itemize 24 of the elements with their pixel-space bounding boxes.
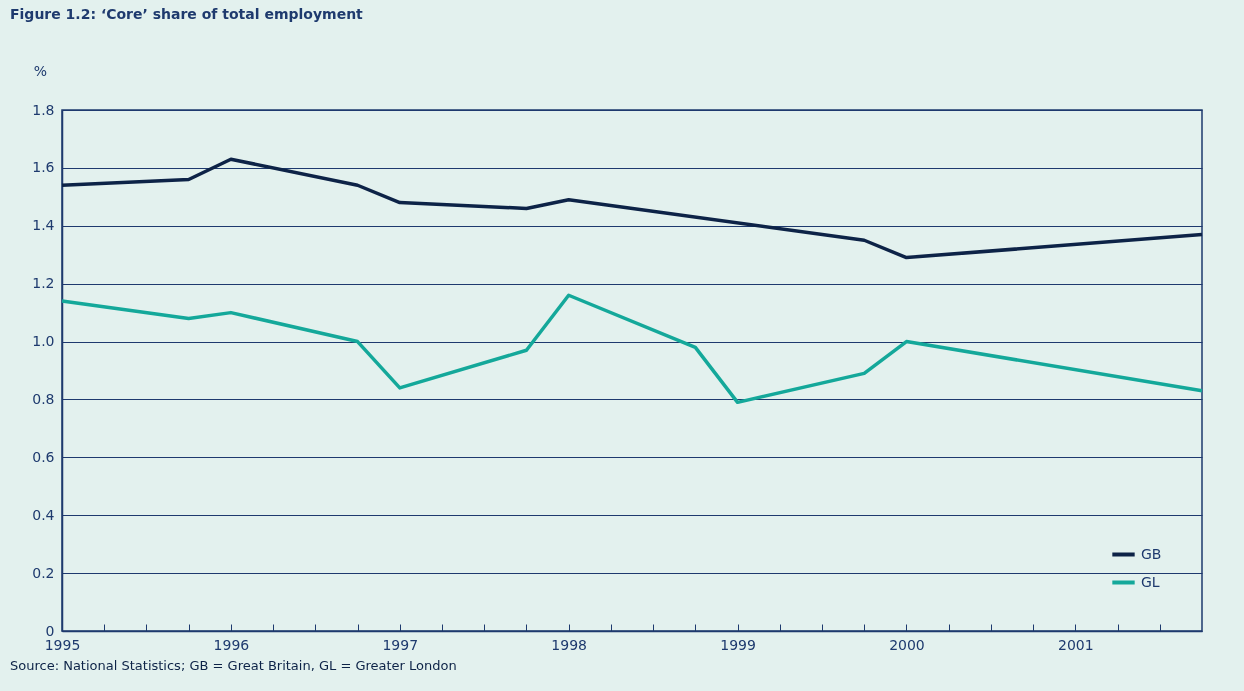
y-tick-label: 1.8 xyxy=(32,101,55,118)
y-tick-label: 0.4 xyxy=(32,506,55,523)
x-tick-label: 2001 xyxy=(1058,636,1094,653)
y-tick-label: 1.0 xyxy=(32,333,55,350)
y-tick-label: 1.4 xyxy=(32,217,55,234)
y-tick-label: 0.8 xyxy=(32,390,55,407)
line-series xyxy=(60,293,1204,405)
chart-title: Figure 1.2: ‘Core’ share of total employment xyxy=(10,6,364,22)
x-tick-label: 1997 xyxy=(382,636,419,653)
x-tick-label: 1996 xyxy=(213,636,250,653)
y-axis-title: % xyxy=(33,62,48,79)
x-tick-label: 1995 xyxy=(44,636,81,653)
y-tick-label: 0.6 xyxy=(32,448,55,465)
source-note: Source: National Statistics; GB = Great Britain, GL = Greater London xyxy=(10,658,457,673)
x-tick-label: 1999 xyxy=(720,636,756,653)
y-tick-label: 1.6 xyxy=(32,159,55,176)
y-tick-label: 0 xyxy=(45,622,55,639)
legend-label: GB xyxy=(1141,545,1162,562)
line-series xyxy=(60,157,1204,260)
x-tick-label: 2000 xyxy=(889,636,925,653)
legend-label: GL xyxy=(1141,573,1160,590)
x-tick-label: 1998 xyxy=(551,636,587,653)
y-tick-label: 0.2 xyxy=(32,564,55,581)
y-tick-label: 1.2 xyxy=(32,275,55,292)
